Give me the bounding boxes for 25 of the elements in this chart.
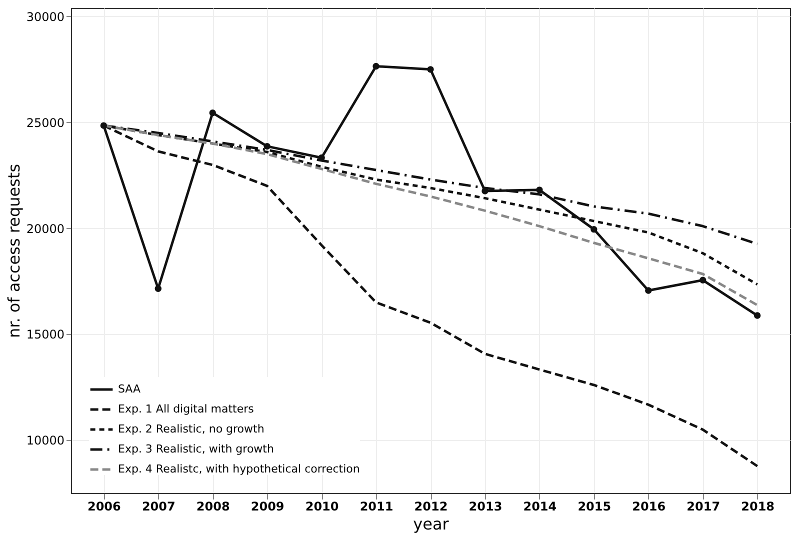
x-tick-label: 2018 xyxy=(741,500,775,514)
x-tick-label: 2016 xyxy=(632,500,666,514)
y-tick-label: 20000 xyxy=(26,222,64,236)
x-tick-label: 2011 xyxy=(360,500,394,514)
x-tick-label: 2013 xyxy=(468,500,502,514)
x-tick-label: 2012 xyxy=(414,500,448,514)
y-tick-label: 30000 xyxy=(26,10,64,24)
x-tick-label: 2014 xyxy=(523,500,557,514)
x-tick-label: 2009 xyxy=(250,500,284,514)
y-tick-label: 15000 xyxy=(26,328,64,342)
x-tick-label: 2017 xyxy=(686,500,720,514)
y-tick-label: 10000 xyxy=(26,434,64,448)
legend-label: Exp. 3 Realistic, with growth xyxy=(118,442,274,456)
legend-label: Exp. 1 All digital matters xyxy=(118,402,254,416)
x-tick-label: 2006 xyxy=(87,500,121,514)
x-tick-label: 2010 xyxy=(305,500,339,514)
legend-label: SAA xyxy=(118,382,142,396)
y-tick-label: 25000 xyxy=(26,116,64,130)
x-tick-label: 2008 xyxy=(196,500,230,514)
x-axis-title: year xyxy=(413,514,450,534)
legend-label: Exp. 2 Realistic, no growth xyxy=(118,422,264,436)
x-tick-label: 2015 xyxy=(578,500,612,514)
y-axis-title: nr. of access requests xyxy=(4,164,24,338)
x-tick-label: 2007 xyxy=(142,500,176,514)
legend-label: Exp. 4 Realistc, with hypothetical correction xyxy=(118,462,360,476)
